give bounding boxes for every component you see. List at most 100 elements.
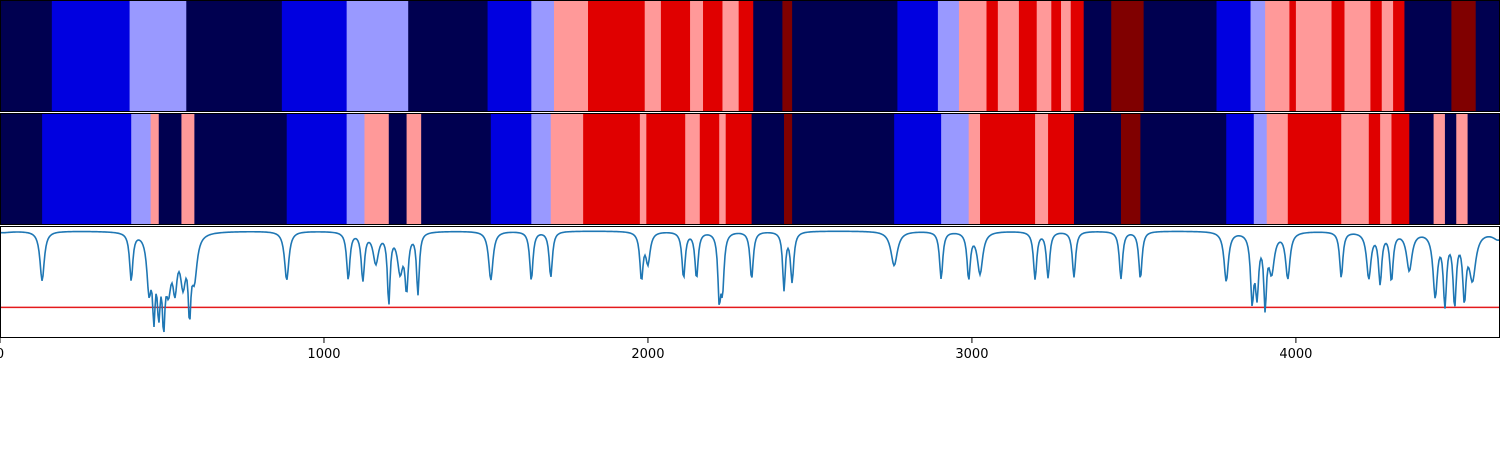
heat-segment xyxy=(1140,114,1227,225)
heat-segment xyxy=(897,1,939,112)
x-tick-label: 4000 xyxy=(1279,347,1312,362)
heat-segment xyxy=(753,1,783,112)
heat-segment xyxy=(421,114,492,225)
heat-segment xyxy=(131,114,152,225)
heat-segment xyxy=(1391,114,1410,225)
heat-segment xyxy=(937,1,960,112)
heat-segment xyxy=(1083,1,1112,112)
heat-segment xyxy=(1111,1,1145,112)
x-tick-label: 3000 xyxy=(955,347,988,362)
heat-segment xyxy=(550,114,584,225)
heat-segment xyxy=(1051,1,1062,112)
heat-segment xyxy=(1253,114,1268,225)
heat-segment xyxy=(699,114,720,225)
heat-segment xyxy=(346,1,409,112)
heat-segment xyxy=(644,1,662,112)
heat-segment xyxy=(941,114,970,225)
heat-segment xyxy=(281,1,348,112)
heat-segment xyxy=(1061,1,1072,112)
heat-segment xyxy=(583,114,641,225)
heat-segment xyxy=(1289,1,1297,112)
heat-segment xyxy=(1393,1,1405,112)
heat-segment xyxy=(42,114,132,225)
heat-segment xyxy=(51,1,130,112)
heat-segment xyxy=(1451,1,1477,112)
heat-segment xyxy=(1404,1,1452,112)
heat-segment xyxy=(181,114,195,225)
heat-segment xyxy=(1073,114,1122,225)
heat-segment xyxy=(980,114,1036,225)
heat-segment xyxy=(703,1,723,112)
heat-segment xyxy=(1250,1,1266,112)
x-axis: 0 1000 2000 3000 4000 xyxy=(0,338,1312,362)
heat-segment xyxy=(346,114,365,225)
heat-segment xyxy=(685,114,701,225)
heat-segment xyxy=(531,1,555,112)
heat-segment xyxy=(792,114,895,225)
heat-segment xyxy=(0,1,53,112)
heat-segment xyxy=(894,114,942,225)
heat-segment xyxy=(1433,114,1446,225)
heat-segment xyxy=(690,1,704,112)
heat-segment xyxy=(1381,1,1394,112)
heat-segment xyxy=(158,114,182,225)
heat-segment xyxy=(0,114,43,225)
heat-segment xyxy=(531,114,552,225)
heat-segment xyxy=(1216,1,1251,112)
heat-segment xyxy=(194,114,288,225)
heat-segment xyxy=(958,1,987,112)
heat-segment xyxy=(719,114,727,225)
heat-segment xyxy=(639,114,647,225)
heat-segment xyxy=(1070,1,1085,112)
x-tick-label: 0 xyxy=(0,347,4,362)
heat-segment xyxy=(660,1,691,112)
signal-line xyxy=(0,230,1500,333)
heatmap-row-1 xyxy=(0,1,1500,112)
heat-segment xyxy=(1266,114,1289,225)
heat-segment xyxy=(1143,1,1217,112)
line-panel-background xyxy=(0,227,1500,338)
heat-segment xyxy=(1226,114,1255,225)
heat-segment xyxy=(129,1,187,112)
heat-segment xyxy=(792,1,898,112)
heat-segment xyxy=(784,114,793,225)
heat-segment xyxy=(646,114,686,225)
heat-segment xyxy=(1409,114,1434,225)
heat-segment xyxy=(751,114,785,225)
heat-segment xyxy=(406,114,422,225)
heat-segment xyxy=(1120,114,1141,225)
line-panel xyxy=(0,227,1500,338)
heat-segment xyxy=(725,114,753,225)
heat-segment xyxy=(1467,114,1500,225)
heat-segment xyxy=(1287,114,1342,225)
heat-segment xyxy=(1444,114,1457,225)
heat-segment xyxy=(286,114,348,225)
heat-segment xyxy=(1344,1,1371,112)
heat-segment xyxy=(738,1,754,112)
heat-segment xyxy=(1370,1,1383,112)
heat-segment xyxy=(1456,114,1468,225)
heat-segment xyxy=(722,1,740,112)
x-tick-label: 2000 xyxy=(631,347,664,362)
heat-segment xyxy=(554,1,589,112)
heat-segment xyxy=(1341,114,1370,225)
heat-segment xyxy=(388,114,407,225)
heat-segment xyxy=(1331,1,1345,112)
heat-segment xyxy=(487,1,532,112)
heat-segment xyxy=(1048,114,1075,225)
heat-segment xyxy=(782,1,793,112)
heat-segment xyxy=(1036,1,1052,112)
heat-segment xyxy=(1295,1,1332,112)
heat-segment xyxy=(490,114,532,225)
x-tick-label: 1000 xyxy=(307,347,340,362)
heat-segment xyxy=(997,1,1020,112)
heat-segment xyxy=(968,114,981,225)
heat-segment xyxy=(1018,1,1038,112)
heat-segment xyxy=(1265,1,1290,112)
heat-segment xyxy=(1380,114,1392,225)
heat-segment xyxy=(986,1,999,112)
heat-segment xyxy=(1475,1,1500,112)
heat-segment xyxy=(150,114,160,225)
heat-segment xyxy=(186,1,283,112)
